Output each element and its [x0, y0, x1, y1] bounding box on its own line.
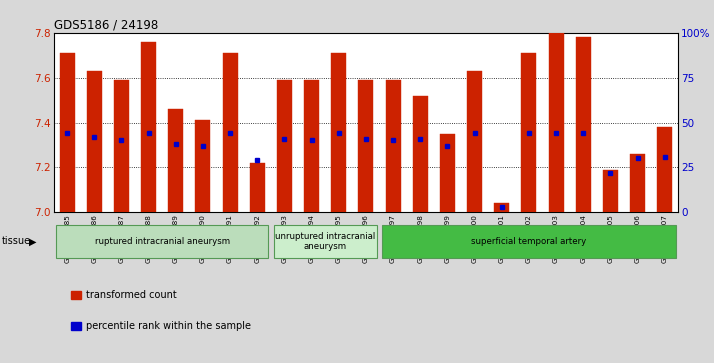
Bar	[331, 53, 346, 212]
Bar	[277, 80, 292, 212]
Bar	[630, 154, 645, 212]
Text: tissue: tissue	[1, 236, 31, 246]
Bar	[87, 71, 102, 212]
Bar	[494, 203, 509, 212]
Bar	[440, 134, 455, 212]
Bar	[169, 109, 183, 212]
Bar	[467, 71, 482, 212]
Bar	[358, 80, 373, 212]
Bar	[304, 80, 319, 212]
Text: transformed count: transformed count	[86, 290, 177, 301]
Bar	[386, 80, 401, 212]
Bar	[196, 120, 211, 212]
Text: ruptured intracranial aneurysm: ruptured intracranial aneurysm	[95, 237, 230, 246]
Bar	[250, 163, 265, 212]
Bar	[413, 95, 428, 212]
Bar	[603, 170, 618, 212]
Text: GDS5186 / 24198: GDS5186 / 24198	[54, 19, 158, 32]
Bar	[521, 53, 536, 212]
Bar	[575, 37, 590, 212]
Bar	[658, 127, 672, 212]
Bar	[114, 80, 129, 212]
Bar	[273, 225, 377, 258]
Bar	[141, 42, 156, 212]
Bar	[382, 225, 675, 258]
Bar	[56, 225, 268, 258]
Text: percentile rank within the sample: percentile rank within the sample	[86, 321, 251, 331]
Bar	[223, 53, 238, 212]
Text: superficial temporal artery: superficial temporal artery	[471, 237, 586, 246]
Text: ▶: ▶	[29, 236, 36, 246]
Bar	[60, 53, 74, 212]
Text: unruptured intracranial
aneurysm: unruptured intracranial aneurysm	[275, 232, 376, 251]
Bar	[548, 33, 563, 212]
